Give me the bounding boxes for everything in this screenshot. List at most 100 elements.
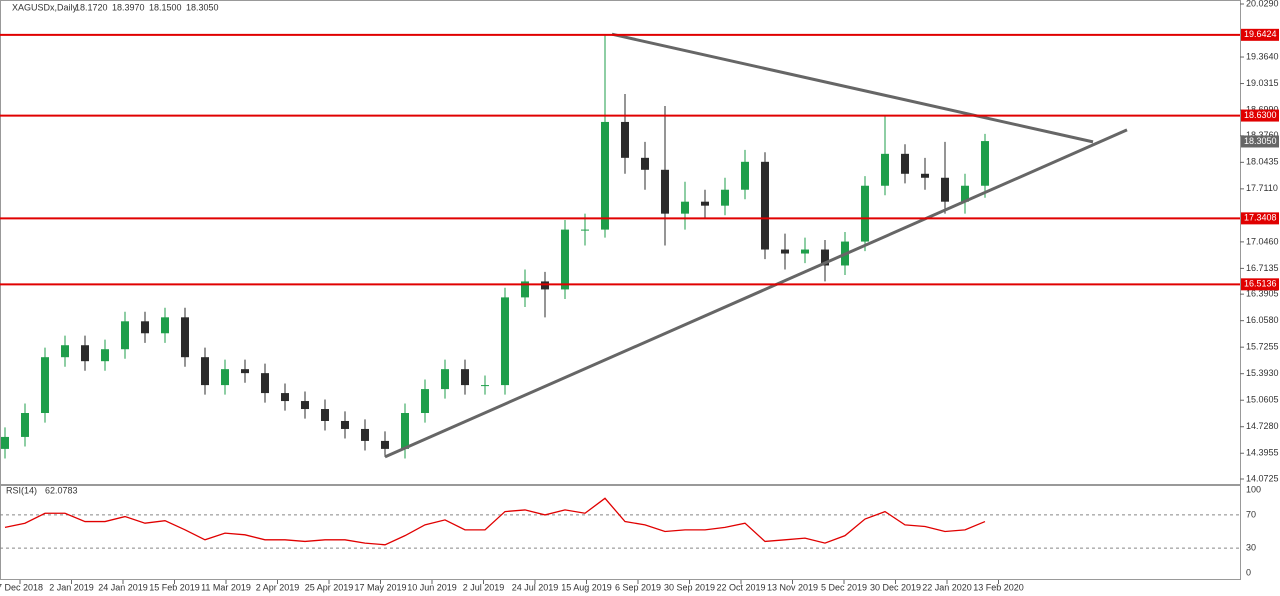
- candle-body: [821, 249, 829, 266]
- candle-body: [401, 413, 409, 449]
- candle-body: [141, 321, 149, 334]
- y-tick-label: 14.7280: [1246, 421, 1279, 431]
- x-tick-label: 11 Mar 2019: [201, 582, 251, 592]
- x-tick-label: 24 Jan 2019: [98, 582, 148, 592]
- rsi-tick-label: 70: [1246, 509, 1256, 519]
- level-badge: [1241, 278, 1279, 291]
- y-tick-label: 18.6990: [1246, 104, 1279, 114]
- candle-body: [81, 345, 89, 362]
- x-tick-label: 15 Aug 2019: [561, 582, 612, 592]
- level-label: 18.6300: [1244, 110, 1277, 120]
- header-price: 18.3050: [186, 2, 219, 12]
- x-tick-label: 25 Apr 2019: [305, 582, 354, 592]
- level-badge: [1241, 212, 1279, 225]
- candle-body: [301, 401, 309, 410]
- candle-body: [161, 317, 169, 334]
- x-tick-label: 5 Dec 2019: [821, 582, 867, 592]
- candle-body: [881, 153, 889, 186]
- symbol: XAGUSDx,Daily: [12, 2, 78, 12]
- candle-body: [521, 281, 529, 298]
- candle-body: [421, 389, 429, 414]
- level-badge: [1241, 28, 1279, 41]
- rsi-last: 62.0783: [45, 485, 78, 495]
- y-tick-label: 19.0315: [1246, 78, 1279, 88]
- y-tick-label: 16.0580: [1246, 315, 1279, 325]
- y-tick-label: 20.0290: [1246, 0, 1279, 8]
- candle-body: [361, 428, 369, 441]
- candle-body: [201, 357, 209, 386]
- x-tick-label: 15 Feb 2019: [149, 582, 200, 592]
- candle-body: [61, 345, 69, 358]
- candle-body: [441, 369, 449, 390]
- price-panel: [0, 0, 1241, 485]
- y-tick-label: 14.3955: [1246, 448, 1279, 458]
- candle-body: [961, 185, 969, 202]
- candle-body: [581, 229, 589, 231]
- x-tick-label: 30 Dec 2019: [870, 582, 921, 592]
- candle-body: [661, 169, 669, 214]
- candle-body: [321, 409, 329, 421]
- trendline: [611, 32, 1094, 144]
- candle-body: [341, 420, 349, 429]
- header-price: 18.1720: [75, 2, 108, 12]
- y-tick-label: 14.0725: [1246, 473, 1279, 483]
- candle-body: [181, 317, 189, 358]
- candle-body: [221, 369, 229, 386]
- candle-body: [101, 349, 109, 362]
- rsi-name: RSI(14): [6, 485, 37, 495]
- y-tick-label: 18.0435: [1246, 157, 1279, 167]
- y-tick-label: 18.3760: [1246, 130, 1279, 140]
- rsi-tick-label: 100: [1246, 484, 1261, 494]
- y-tick-label: 16.7135: [1246, 263, 1279, 273]
- candle-body: [601, 121, 609, 230]
- candle-body: [241, 369, 249, 374]
- current-badge: [1241, 135, 1279, 148]
- y-tick-label: 19.3640: [1246, 51, 1279, 61]
- candle-body: [641, 157, 649, 170]
- header-price: 18.3970: [112, 2, 145, 12]
- level-label: 17.3408: [1244, 213, 1277, 223]
- candle-body: [381, 440, 389, 449]
- y-tick-label: 17.7110: [1246, 183, 1278, 193]
- candle-body: [481, 385, 489, 387]
- candle-body: [41, 357, 49, 414]
- candle-body: [461, 369, 469, 386]
- x-tick-label: 22 Oct 2019: [716, 582, 765, 592]
- candle-body: [621, 121, 629, 158]
- y-tick-label: 15.0605: [1246, 395, 1279, 405]
- level-badge: [1241, 109, 1279, 122]
- rsi-line: [4, 497, 986, 546]
- rsi-tick-label: 0: [1246, 567, 1251, 577]
- candle-body: [121, 321, 129, 350]
- candle-body: [541, 281, 549, 290]
- candle-body: [981, 141, 989, 186]
- candle-body: [941, 177, 949, 202]
- x-tick-label: 6 Sep 2019: [615, 582, 661, 592]
- x-tick-label: 30 Sep 2019: [664, 582, 715, 592]
- x-tick-label: 10 Jun 2019: [407, 582, 457, 592]
- trendline: [384, 128, 1128, 459]
- x-tick-label: 7 Dec 2018: [0, 582, 43, 592]
- y-tick-label: 16.3905: [1246, 289, 1279, 299]
- candle-body: [21, 413, 29, 437]
- candle-body: [801, 249, 809, 254]
- candle-body: [1, 436, 9, 449]
- level-label: 16.5136: [1244, 279, 1277, 289]
- candle-body: [761, 161, 769, 250]
- candle-body: [901, 153, 909, 174]
- y-tick-label: 17.0460: [1246, 236, 1279, 246]
- x-tick-label: 13 Nov 2019: [767, 582, 818, 592]
- x-tick-label: 13 Feb 2020: [973, 582, 1024, 592]
- candle-body: [261, 373, 269, 394]
- y-tick-label: 15.7255: [1246, 342, 1279, 352]
- x-tick-label: 17 May 2019: [354, 582, 406, 592]
- y-tick-label: 15.3930: [1246, 368, 1279, 378]
- x-tick-label: 2 Jan 2019: [49, 582, 94, 592]
- candle-body: [741, 161, 749, 190]
- candle-body: [701, 201, 709, 206]
- candle-body: [781, 249, 789, 254]
- x-tick-label: 2 Apr 2019: [256, 582, 300, 592]
